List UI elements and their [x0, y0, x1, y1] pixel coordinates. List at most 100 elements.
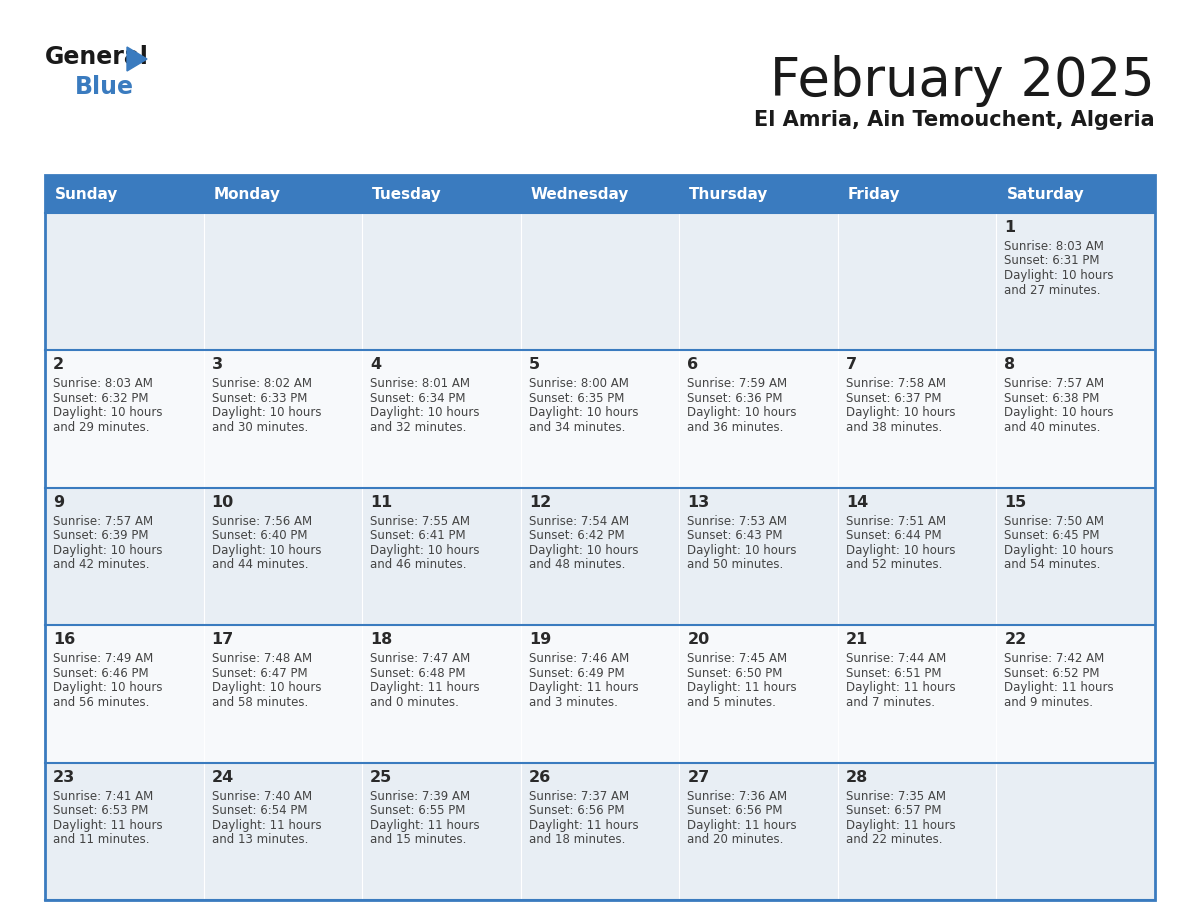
Bar: [997, 625, 1155, 763]
Text: and 9 minutes.: and 9 minutes.: [1004, 696, 1093, 709]
Text: 19: 19: [529, 633, 551, 647]
Bar: [362, 175, 520, 213]
Text: Sunrise: 7:44 AM: Sunrise: 7:44 AM: [846, 652, 946, 666]
Text: Sunrise: 7:57 AM: Sunrise: 7:57 AM: [53, 515, 153, 528]
Text: Daylight: 11 hours: Daylight: 11 hours: [53, 819, 163, 832]
Bar: [45, 487, 203, 625]
Bar: [680, 213, 838, 351]
Bar: [203, 625, 362, 763]
Text: and 7 minutes.: and 7 minutes.: [846, 696, 935, 709]
Text: 16: 16: [53, 633, 75, 647]
Text: Sunset: 6:34 PM: Sunset: 6:34 PM: [371, 392, 466, 405]
Text: Sunrise: 8:01 AM: Sunrise: 8:01 AM: [371, 377, 470, 390]
Text: 5: 5: [529, 357, 539, 373]
Bar: [520, 763, 680, 900]
Text: Sunset: 6:31 PM: Sunset: 6:31 PM: [1004, 254, 1100, 267]
Text: 4: 4: [371, 357, 381, 373]
Bar: [520, 175, 680, 213]
Text: El Amria, Ain Temouchent, Algeria: El Amria, Ain Temouchent, Algeria: [754, 110, 1155, 130]
Text: 24: 24: [211, 769, 234, 785]
Text: Sunset: 6:48 PM: Sunset: 6:48 PM: [371, 666, 466, 679]
Text: Daylight: 10 hours: Daylight: 10 hours: [846, 543, 955, 557]
Bar: [45, 175, 1155, 900]
Text: Sunset: 6:52 PM: Sunset: 6:52 PM: [1004, 666, 1100, 679]
Text: Sunrise: 7:48 AM: Sunrise: 7:48 AM: [211, 652, 311, 666]
Text: Sunrise: 8:03 AM: Sunrise: 8:03 AM: [53, 377, 153, 390]
Text: 23: 23: [53, 769, 75, 785]
Text: Daylight: 11 hours: Daylight: 11 hours: [529, 681, 638, 694]
Text: and 42 minutes.: and 42 minutes.: [53, 558, 150, 571]
Bar: [997, 763, 1155, 900]
Text: Daylight: 10 hours: Daylight: 10 hours: [53, 543, 163, 557]
Text: Sunset: 6:41 PM: Sunset: 6:41 PM: [371, 530, 466, 543]
Text: Sunset: 6:46 PM: Sunset: 6:46 PM: [53, 666, 148, 679]
Bar: [838, 625, 997, 763]
Bar: [45, 175, 203, 213]
Text: and 54 minutes.: and 54 minutes.: [1004, 558, 1101, 571]
Bar: [362, 351, 520, 487]
Text: Daylight: 10 hours: Daylight: 10 hours: [53, 407, 163, 420]
Text: Daylight: 11 hours: Daylight: 11 hours: [688, 819, 797, 832]
Bar: [362, 213, 520, 351]
Text: Daylight: 10 hours: Daylight: 10 hours: [371, 543, 480, 557]
Text: and 15 minutes.: and 15 minutes.: [371, 834, 467, 846]
Text: Sunrise: 7:57 AM: Sunrise: 7:57 AM: [1004, 377, 1105, 390]
Text: Sunrise: 7:42 AM: Sunrise: 7:42 AM: [1004, 652, 1105, 666]
Bar: [680, 487, 838, 625]
Text: Daylight: 10 hours: Daylight: 10 hours: [1004, 407, 1114, 420]
Bar: [203, 213, 362, 351]
Text: 2: 2: [53, 357, 64, 373]
Bar: [680, 763, 838, 900]
Text: 18: 18: [371, 633, 392, 647]
Text: Sunset: 6:47 PM: Sunset: 6:47 PM: [211, 666, 308, 679]
Bar: [362, 763, 520, 900]
Bar: [997, 213, 1155, 351]
Bar: [520, 487, 680, 625]
Text: Sunrise: 7:56 AM: Sunrise: 7:56 AM: [211, 515, 311, 528]
Text: Sunset: 6:49 PM: Sunset: 6:49 PM: [529, 666, 625, 679]
Bar: [203, 487, 362, 625]
Text: Sunday: Sunday: [55, 186, 119, 201]
Text: Sunset: 6:37 PM: Sunset: 6:37 PM: [846, 392, 941, 405]
Bar: [362, 487, 520, 625]
Text: 14: 14: [846, 495, 868, 509]
Text: Daylight: 11 hours: Daylight: 11 hours: [846, 819, 955, 832]
Text: Sunset: 6:57 PM: Sunset: 6:57 PM: [846, 804, 941, 817]
Text: Sunrise: 7:54 AM: Sunrise: 7:54 AM: [529, 515, 628, 528]
Text: Monday: Monday: [214, 186, 280, 201]
Text: and 5 minutes.: and 5 minutes.: [688, 696, 776, 709]
Bar: [45, 625, 203, 763]
Text: Daylight: 10 hours: Daylight: 10 hours: [211, 681, 321, 694]
Text: Sunrise: 7:41 AM: Sunrise: 7:41 AM: [53, 789, 153, 802]
Text: Daylight: 10 hours: Daylight: 10 hours: [211, 407, 321, 420]
Text: and 50 minutes.: and 50 minutes.: [688, 558, 784, 571]
Text: 6: 6: [688, 357, 699, 373]
Bar: [362, 625, 520, 763]
Text: Sunrise: 7:53 AM: Sunrise: 7:53 AM: [688, 515, 788, 528]
Text: Sunset: 6:51 PM: Sunset: 6:51 PM: [846, 666, 941, 679]
Text: Daylight: 10 hours: Daylight: 10 hours: [371, 407, 480, 420]
Bar: [203, 763, 362, 900]
Text: Daylight: 10 hours: Daylight: 10 hours: [1004, 269, 1114, 282]
Text: and 36 minutes.: and 36 minutes.: [688, 420, 784, 434]
Text: 3: 3: [211, 357, 222, 373]
Text: and 58 minutes.: and 58 minutes.: [211, 696, 308, 709]
Text: Sunrise: 7:35 AM: Sunrise: 7:35 AM: [846, 789, 946, 802]
Text: Sunset: 6:56 PM: Sunset: 6:56 PM: [688, 804, 783, 817]
Text: Daylight: 10 hours: Daylight: 10 hours: [688, 407, 797, 420]
Text: General: General: [45, 45, 148, 69]
Text: Sunset: 6:32 PM: Sunset: 6:32 PM: [53, 392, 148, 405]
Text: 1: 1: [1004, 220, 1016, 235]
Bar: [45, 763, 203, 900]
Text: Sunrise: 7:50 AM: Sunrise: 7:50 AM: [1004, 515, 1105, 528]
Text: and 3 minutes.: and 3 minutes.: [529, 696, 618, 709]
Text: Sunset: 6:36 PM: Sunset: 6:36 PM: [688, 392, 783, 405]
Bar: [680, 351, 838, 487]
Bar: [838, 763, 997, 900]
Text: Daylight: 10 hours: Daylight: 10 hours: [53, 681, 163, 694]
Bar: [520, 351, 680, 487]
Bar: [203, 175, 362, 213]
Text: Sunrise: 7:46 AM: Sunrise: 7:46 AM: [529, 652, 628, 666]
Text: Daylight: 10 hours: Daylight: 10 hours: [846, 407, 955, 420]
Text: and 40 minutes.: and 40 minutes.: [1004, 420, 1101, 434]
